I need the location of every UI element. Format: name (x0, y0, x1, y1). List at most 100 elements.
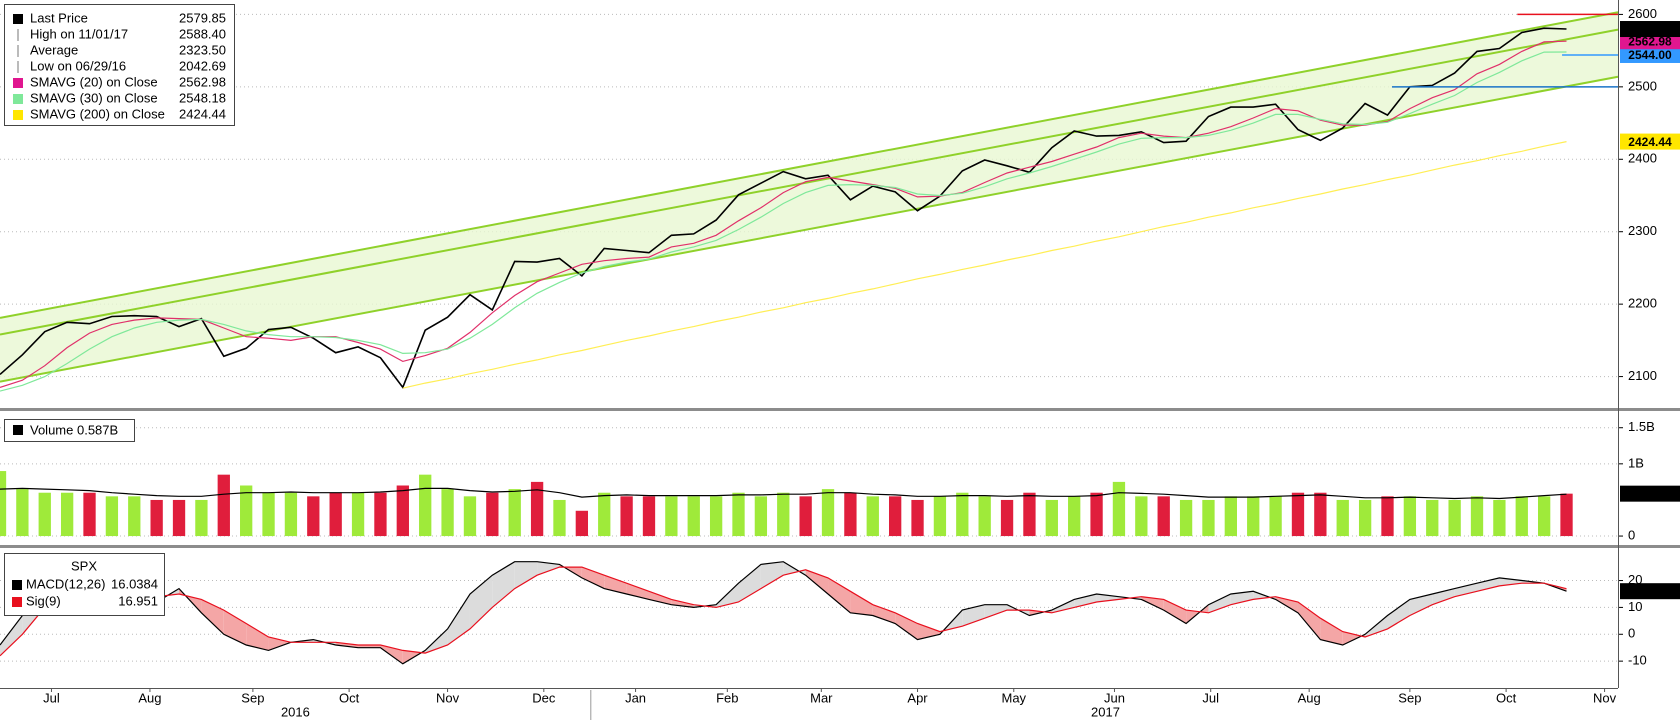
x-tick-label: Jun (1104, 690, 1125, 705)
macd-fill (335, 642, 359, 648)
volume-bar (1470, 496, 1484, 537)
volume-bar (172, 499, 186, 537)
volume-bar (1515, 496, 1528, 537)
y-tick-label: 2300 (1628, 223, 1657, 238)
legend-name: Low on 06/29/16 (30, 58, 126, 73)
legend-value: 2588.40 (179, 26, 226, 41)
x-tick-label: May (1001, 690, 1026, 705)
volume-bar (128, 496, 141, 537)
volume-bar (240, 485, 253, 537)
legend-swatch (13, 78, 23, 88)
x-tick-label: Jan (625, 690, 646, 705)
legend-swatch (13, 14, 23, 24)
macd-fill (984, 604, 1008, 619)
macd-fill (0, 615, 23, 656)
legend-swatch (13, 94, 23, 104)
price-tag-label: 2424.44 (1628, 135, 1672, 149)
volume-bar (1202, 499, 1215, 537)
price-tag (1620, 485, 1680, 502)
price-tag-label: 2579.85 (1628, 22, 1672, 36)
volume-bar (150, 499, 163, 537)
macd-fill (1320, 618, 1343, 646)
channel-line (0, 28, 1619, 336)
volume-bar (38, 492, 51, 537)
macd-fill (671, 599, 694, 608)
volume-bar (329, 492, 342, 537)
macd-fill (604, 575, 627, 594)
volume-bar (307, 496, 320, 537)
series-line (0, 27, 1567, 390)
legend-value: 2424.44 (179, 106, 226, 121)
volume-bar (1247, 496, 1260, 537)
legend-swatch (12, 597, 22, 607)
legend-name: Volume 0.587B (30, 422, 118, 437)
macd-fill (1454, 583, 1478, 597)
price-tag (1620, 133, 1680, 150)
volume-bar (732, 492, 745, 537)
macd-fill (1409, 593, 1433, 616)
y-tick-label: 1B (1628, 455, 1644, 470)
price-tag-label: 2544.00 (1628, 48, 1672, 62)
y-tick-label: 2600 (1628, 6, 1657, 21)
macd-fill (223, 610, 247, 646)
volume-bar (486, 492, 499, 537)
legend-swatch (13, 110, 23, 120)
price-tag-label: 0.587B (1631, 487, 1670, 501)
macd-fill (246, 623, 269, 651)
volume-bar (665, 496, 678, 537)
macd-fill (1141, 596, 1164, 611)
volume-bar (351, 492, 365, 537)
channel-fill (0, 12, 1618, 382)
volume-bar (1403, 496, 1417, 537)
volume-bar (1560, 493, 1573, 537)
volume-bar (1068, 496, 1081, 537)
macd-fill (581, 567, 605, 589)
volume-bar (1426, 499, 1439, 537)
macd-fill (1163, 599, 1187, 624)
legend-name: Average (30, 42, 78, 57)
volume-bar (844, 492, 857, 537)
volume-bar (60, 492, 74, 537)
macd-fill (760, 561, 784, 589)
volume-bar (441, 489, 454, 537)
volume-bar (463, 496, 477, 537)
volume-bar (419, 474, 432, 537)
volume-bar (1224, 496, 1237, 537)
legend-name: SMAVG (200) on Close (30, 106, 165, 121)
volume-bar (754, 496, 768, 537)
legend-swatch (13, 425, 23, 435)
price-tag (1620, 33, 1680, 50)
series-line (0, 566, 1567, 657)
price-tag (1620, 46, 1680, 63)
legend-name: High on 11/01/17 (30, 26, 128, 41)
legend-title: SPX (71, 558, 97, 573)
channel-line (0, 75, 1619, 383)
x-tick-label: Dec (532, 690, 556, 705)
x-tick-label: Nov (1593, 690, 1617, 705)
macd-fill (492, 561, 515, 608)
legend-value: 16.0384 (111, 576, 158, 591)
volume-bar (821, 489, 835, 537)
volume-bar (866, 496, 879, 537)
volume-bar (709, 496, 723, 537)
volume-bar (1000, 499, 1014, 537)
volume-bar (508, 489, 521, 537)
volume-bar (1090, 492, 1103, 537)
volume-bar (777, 492, 790, 537)
legend-box (4, 4, 235, 126)
x-tick-label: Sep (241, 690, 264, 705)
y-tick-label: 2200 (1628, 296, 1657, 311)
x-tick-label: Apr (907, 690, 928, 705)
legend-name: Sig(9) (26, 593, 61, 608)
volume-bar (16, 489, 29, 537)
macd-fill (1074, 593, 1097, 608)
volume-bar (978, 496, 991, 537)
x-tick-label: Oct (339, 690, 360, 705)
volume-bar (1358, 499, 1372, 537)
volume-bar (1448, 499, 1461, 537)
macd-fill (828, 577, 851, 613)
volume-bar (0, 471, 7, 537)
volume-bar (620, 496, 633, 537)
x-tick-label: Nov (436, 690, 460, 705)
